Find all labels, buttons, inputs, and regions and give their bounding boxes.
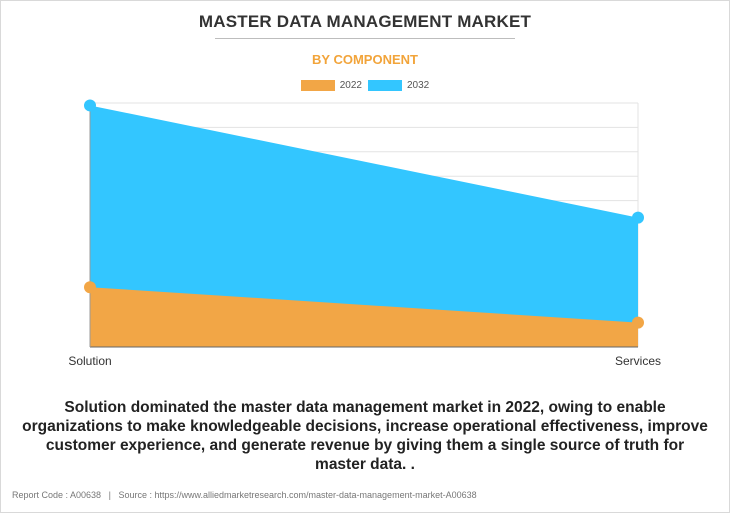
chart-legend: 2022 2032	[0, 80, 730, 91]
data-point-2022-solution	[84, 281, 96, 294]
x-tick-label-solution: Solution	[68, 354, 111, 368]
source-link[interactable]: Source : https://www.alliedmarketresearc…	[118, 490, 477, 500]
title-divider	[215, 38, 515, 39]
x-tick-label-services: Services	[615, 354, 661, 368]
data-point-2032-solution	[84, 99, 96, 112]
chart-caption: Solution dominated the master data manag…	[22, 399, 708, 473]
report-code: Report Code : A00638	[12, 490, 102, 500]
legend-item-2022[interactable]: 2022	[300, 80, 362, 91]
legend-item-2032[interactable]: 2032	[368, 80, 429, 91]
legend-swatch-2032	[368, 80, 402, 91]
footer-separator: |	[108, 490, 111, 500]
chart-title: MASTER DATA MANAGEMENT MARKET	[198, 12, 532, 31]
footer: Report Code : A00638 | Source : https://…	[12, 490, 477, 500]
data-point-2022-services	[632, 316, 644, 329]
legend-label-2032: 2032	[407, 80, 430, 91]
chart-subtitle: BY COMPONENT	[312, 52, 418, 67]
data-point-2032-services	[632, 211, 644, 224]
area-series-2032	[90, 105, 638, 347]
legend-swatch-2022	[300, 80, 335, 91]
area-series-2022	[90, 287, 638, 347]
legend-label-2022: 2022	[339, 80, 362, 91]
